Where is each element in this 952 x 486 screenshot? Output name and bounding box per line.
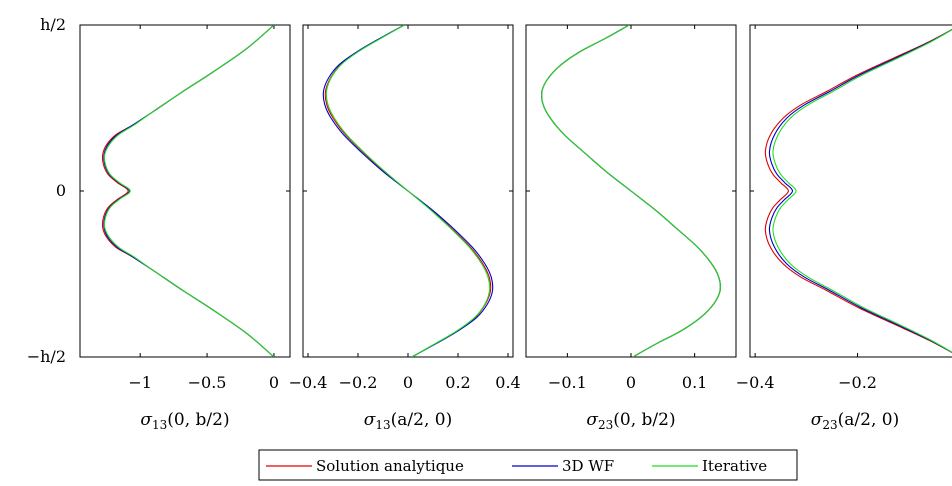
x-tick-label: −0.4 bbox=[289, 373, 328, 392]
y-tick-label: 0 bbox=[56, 181, 66, 200]
legend-box bbox=[258, 449, 798, 481]
series-line bbox=[772, 29, 952, 353]
series-group bbox=[101, 25, 275, 357]
legend: Solution analytique 3D WF Iterative bbox=[258, 449, 798, 481]
legend-label: 3D WF bbox=[562, 457, 614, 475]
x-tick-label: 0 bbox=[626, 373, 636, 392]
series-group bbox=[764, 28, 952, 354]
legend-label: Solution analytique bbox=[316, 457, 464, 475]
series-group bbox=[322, 25, 494, 357]
x-tick-label: −0.5 bbox=[188, 373, 227, 392]
x-axis-label: σ13(a/2, 0) bbox=[364, 410, 452, 432]
x-tick-label: 0 bbox=[403, 373, 413, 392]
x-tick-label: −0.2 bbox=[339, 373, 378, 392]
series-line bbox=[768, 28, 952, 354]
series-line bbox=[101, 25, 275, 357]
panel-2: −0.4 −0.2 0 0.2 0.4 σ13(a/2, 0) bbox=[289, 24, 521, 432]
x-tick-label: 0.1 bbox=[682, 373, 707, 392]
x-tick-label: 0.4 bbox=[495, 373, 520, 392]
series-line bbox=[103, 25, 275, 357]
x-axis-label: σ23(a/2, 0) bbox=[811, 410, 899, 432]
y-tick-label: h/2 bbox=[40, 15, 66, 34]
axes-frame bbox=[749, 24, 952, 358]
x-tick-label: 0.2 bbox=[445, 373, 470, 392]
x-tick-label: 0 bbox=[269, 373, 279, 392]
x-tick-label: −0.2 bbox=[838, 373, 877, 392]
panel-1: −1 −0.5 0 σ13(0, b/2) bbox=[79, 24, 291, 432]
legend-label: Iterative bbox=[702, 457, 767, 475]
series-line bbox=[541, 25, 721, 357]
panel-4: −0.4−0.20σ23(a/2, 0) bbox=[736, 24, 952, 432]
x-tick-label: −0.1 bbox=[548, 373, 587, 392]
series-group bbox=[541, 25, 721, 357]
axes-frame bbox=[79, 24, 291, 358]
x-tick-label: −1 bbox=[128, 373, 152, 392]
x-tick-label: −0.4 bbox=[736, 373, 775, 392]
y-tick-label: −h/2 bbox=[27, 347, 66, 366]
panel-3: −0.1 0 0.1 σ23(0, b/2) bbox=[525, 24, 737, 432]
series-line bbox=[103, 25, 275, 357]
x-axis-label: σ13(0, b/2) bbox=[140, 410, 229, 432]
series-line bbox=[764, 28, 952, 354]
series-line bbox=[325, 25, 491, 357]
x-axis-label: σ23(0, b/2) bbox=[586, 410, 675, 432]
